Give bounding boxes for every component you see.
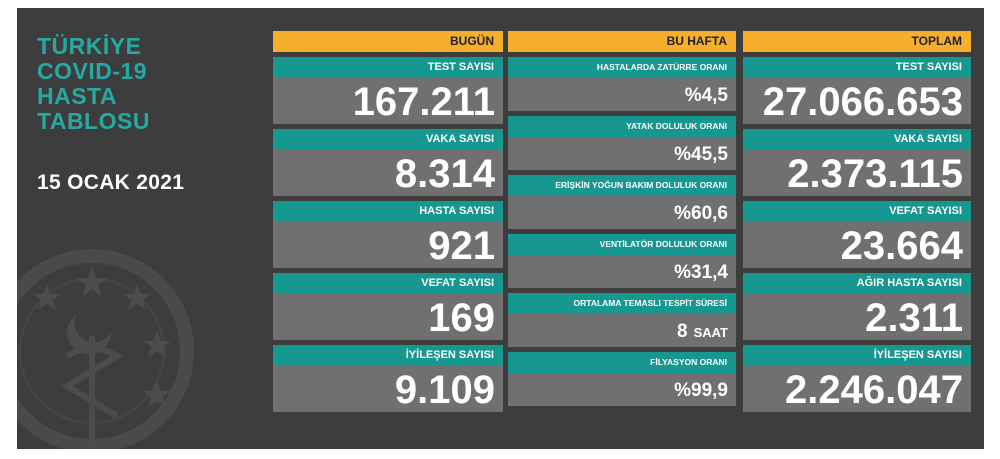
rate-card: VENTİLATÖR DOLULUK ORANI %31,4 bbox=[508, 234, 736, 288]
stat-label: AĞIR HASTA SAYISI bbox=[743, 273, 971, 294]
covid-table-panel: TÜRKİYE COVID-19 HASTA TABLOSU 15 OCAK 2… bbox=[17, 8, 984, 449]
rate-value: %99,9 bbox=[508, 373, 736, 406]
stat-label: VEFAT SAYISI bbox=[273, 273, 503, 294]
stat-value: 23.664 bbox=[743, 222, 971, 268]
stat-value: 2.311 bbox=[743, 294, 971, 340]
rate-number: 8 bbox=[676, 321, 688, 342]
rate-value: 8 SAAT bbox=[508, 314, 736, 347]
rate-card: ERİŞKİN YOĞUN BAKIM DOLULUK ORANI %60,6 bbox=[508, 175, 736, 229]
stat-card: VAKA SAYISI 8.314 bbox=[273, 129, 503, 196]
stat-value: 921 bbox=[273, 222, 503, 268]
stat-value: 2.373.115 bbox=[743, 150, 971, 196]
stat-label: İYİLEŞEN SAYISI bbox=[273, 345, 503, 366]
stat-card: VEFAT SAYISI 23.664 bbox=[743, 201, 971, 268]
page-title: TÜRKİYE COVID-19 HASTA TABLOSU bbox=[37, 34, 150, 134]
week-header: BU HAFTA bbox=[508, 31, 736, 52]
stat-label: HASTA SAYISI bbox=[273, 201, 503, 222]
stat-label: VAKA SAYISI bbox=[273, 129, 503, 150]
rate-label: HASTALARDA ZATÜRRE ORANI bbox=[508, 57, 736, 78]
report-date: 15 OCAK 2021 bbox=[37, 171, 185, 194]
rate-label: ORTALAMA TEMASLI TESPİT SÜRESİ bbox=[508, 293, 736, 314]
stat-label: VAKA SAYISI bbox=[743, 129, 971, 150]
rate-card: FİLYASYON ORANI %99,9 bbox=[508, 352, 736, 406]
title-line: HASTA bbox=[37, 83, 118, 109]
stat-value: 169 bbox=[273, 294, 503, 340]
rate-card: HASTALARDA ZATÜRRE ORANI %4,5 bbox=[508, 57, 736, 111]
stat-card: İYİLEŞEN SAYISI 2.246.047 bbox=[743, 345, 971, 412]
rate-label: VENTİLATÖR DOLULUK ORANI bbox=[508, 234, 736, 255]
stat-card: AĞIR HASTA SAYISI 2.311 bbox=[743, 273, 971, 340]
stat-label: İYİLEŞEN SAYISI bbox=[743, 345, 971, 366]
stat-label: TEST SAYISI bbox=[743, 57, 971, 78]
rate-value: %31,4 bbox=[508, 255, 736, 288]
rate-value: %45,5 bbox=[508, 137, 736, 170]
rate-label: FİLYASYON ORANI bbox=[508, 352, 736, 373]
stat-card: TEST SAYISI 27.066.653 bbox=[743, 57, 971, 124]
rate-value: %60,6 bbox=[508, 196, 736, 229]
rate-value: %4,5 bbox=[508, 78, 736, 111]
stat-value: 8.314 bbox=[273, 150, 503, 196]
rate-card: ORTALAMA TEMASLI TESPİT SÜRESİ 8 SAAT bbox=[508, 293, 736, 347]
stat-value: 9.109 bbox=[273, 366, 503, 412]
stat-value: 27.066.653 bbox=[743, 78, 971, 124]
rate-card: YATAK DOLULUK ORANI %45,5 bbox=[508, 116, 736, 170]
today-column: BUGÜN TEST SAYISI 167.211 VAKA SAYISI 8.… bbox=[273, 31, 503, 417]
ministry-emblem-icon bbox=[17, 249, 194, 449]
title-line: COVID-19 bbox=[37, 58, 148, 84]
stat-card: TEST SAYISI 167.211 bbox=[273, 57, 503, 124]
title-line: TABLOSU bbox=[37, 108, 150, 134]
stat-card: İYİLEŞEN SAYISI 9.109 bbox=[273, 345, 503, 412]
stat-label: VEFAT SAYISI bbox=[743, 201, 971, 222]
today-header: BUGÜN bbox=[273, 31, 503, 52]
stat-card: VEFAT SAYISI 169 bbox=[273, 273, 503, 340]
stat-value: 167.211 bbox=[273, 78, 503, 124]
rate-label: YATAK DOLULUK ORANI bbox=[508, 116, 736, 137]
rate-label: ERİŞKİN YOĞUN BAKIM DOLULUK ORANI bbox=[508, 175, 736, 196]
rate-unit: SAAT bbox=[693, 325, 728, 340]
total-header: TOPLAM bbox=[743, 31, 971, 52]
title-line: TÜRKİYE bbox=[37, 33, 142, 59]
week-column: BU HAFTA HASTALARDA ZATÜRRE ORANI %4,5 Y… bbox=[508, 31, 736, 411]
total-column: TOPLAM TEST SAYISI 27.066.653 VAKA SAYIS… bbox=[743, 31, 971, 417]
stat-label: TEST SAYISI bbox=[273, 57, 503, 78]
stat-card: HASTA SAYISI 921 bbox=[273, 201, 503, 268]
stat-value: 2.246.047 bbox=[743, 366, 971, 412]
stat-card: VAKA SAYISI 2.373.115 bbox=[743, 129, 971, 196]
